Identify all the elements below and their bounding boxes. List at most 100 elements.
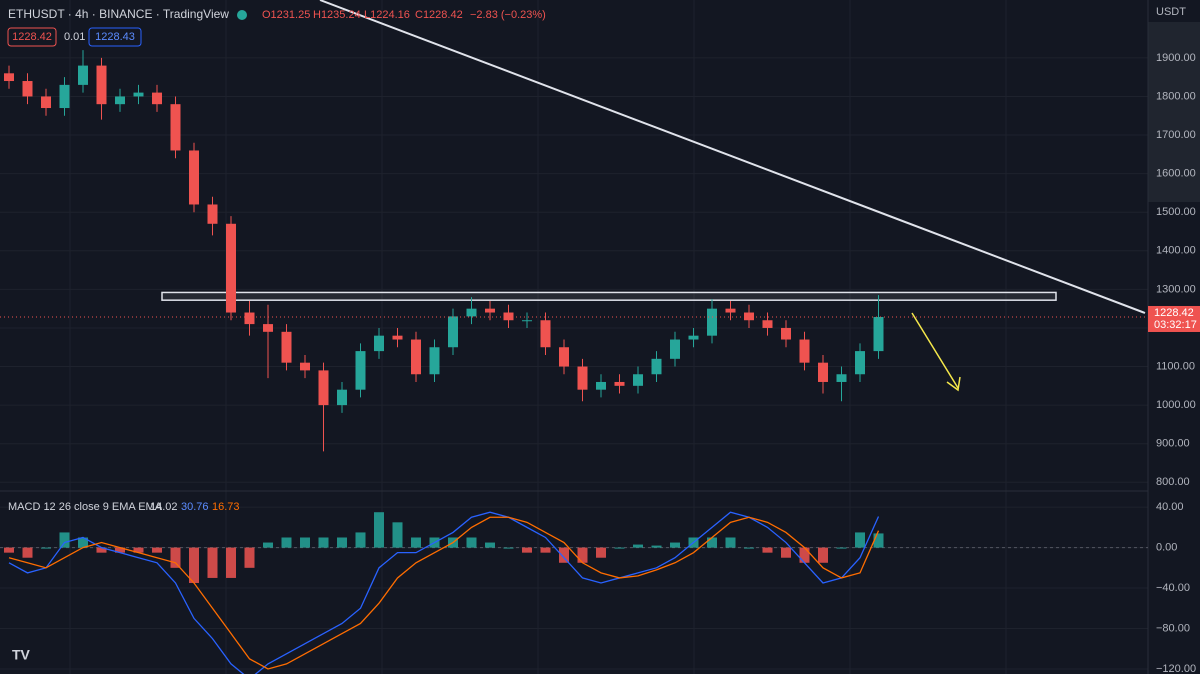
- candle-body: [577, 366, 588, 390]
- histogram-bar: [744, 547, 754, 549]
- candle-body: [429, 347, 440, 375]
- histogram-bar: [725, 537, 736, 548]
- vertical-grid: [0, 0, 1148, 674]
- candle-body: [762, 320, 773, 328]
- histogram-bar: [281, 537, 292, 548]
- candle-body: [688, 335, 699, 340]
- candle-body: [503, 312, 514, 321]
- candle-body: [540, 320, 551, 348]
- candle-body: [448, 316, 458, 348]
- histogram-bar: [559, 547, 569, 563]
- y-tick-label: 0.00: [1156, 542, 1177, 554]
- y-tick-label: 1500.00: [1156, 206, 1196, 218]
- histogram-bar: [337, 537, 347, 548]
- symbol: ETHUSDT · 4h · BINANCE · TradingView: [8, 7, 229, 21]
- ohlc-change: −2.83 (−0.23%): [470, 9, 546, 21]
- histogram-bar: [577, 547, 588, 563]
- histogram-bar: [836, 547, 847, 549]
- candle-body: [392, 335, 403, 340]
- ask[interactable]: 1228.43: [95, 31, 135, 43]
- y-tick-label: 1900.00: [1156, 52, 1196, 64]
- arrow-head: [946, 376, 961, 392]
- histogram-bar: [189, 547, 199, 583]
- candle-body: [873, 316, 884, 352]
- histogram-bar: [762, 547, 773, 553]
- legend-macd: 30.76: [181, 501, 209, 513]
- histogram-bar: [781, 547, 791, 558]
- candle-body: [707, 308, 717, 336]
- candle-body: [781, 327, 791, 340]
- histogram-bar: [4, 547, 14, 553]
- legend-signal: 16.73: [212, 501, 240, 513]
- histogram-bar: [263, 542, 273, 548]
- histogram-bar: [651, 545, 662, 548]
- candle-body: [670, 339, 680, 359]
- candle-body: [281, 331, 292, 363]
- candle-body: [300, 362, 310, 371]
- candle-body: [170, 104, 181, 151]
- macd-line: [8, 511, 880, 674]
- histogram-bar: [115, 547, 125, 553]
- histogram-bar: [818, 547, 828, 563]
- currency[interactable]: USDT: [1156, 6, 1186, 18]
- candle-body: [466, 308, 477, 317]
- histogram-bar: [78, 537, 88, 548]
- candle-body: [133, 92, 144, 97]
- candle-body: [207, 204, 218, 224]
- ohlc-low: L1224.16: [364, 9, 410, 21]
- legend-hist: 14.02: [150, 501, 178, 513]
- candle-body: [614, 381, 625, 386]
- histogram-bar: [355, 532, 366, 548]
- macd-title: MACD 12 26 close 9 EMA EMA: [8, 501, 163, 513]
- candle-body: [41, 96, 51, 109]
- candle-body: [836, 374, 847, 382]
- histogram-bar: [374, 512, 384, 548]
- y-tick-label: 1700.00: [1156, 129, 1196, 141]
- logo: TV: [12, 647, 31, 663]
- candle-body: [651, 358, 662, 375]
- candle-body: [152, 92, 162, 105]
- candle-body: [522, 320, 532, 322]
- candle-body: [374, 335, 384, 352]
- histogram-bar: [633, 544, 643, 548]
- y-tick-label: 1600.00: [1156, 168, 1196, 180]
- axis-highlight: [1148, 22, 1200, 202]
- candle-body: [559, 347, 569, 367]
- histogram-bar: [152, 547, 162, 553]
- ask-box[interactable]: [88, 27, 142, 47]
- candle-body: [96, 65, 107, 105]
- candle-body: [744, 312, 754, 321]
- histogram-bar: [596, 547, 606, 558]
- histogram-bar: [614, 547, 625, 549]
- candle-body: [226, 223, 236, 313]
- y-tick-label: 900.00: [1156, 438, 1190, 450]
- candle-body: [596, 381, 606, 390]
- candle-body: [485, 308, 495, 313]
- y-tick-label: 40.00: [1156, 501, 1184, 513]
- macd-line: [8, 516, 880, 670]
- histogram-bar: [300, 537, 310, 548]
- candle-body: [855, 351, 865, 375]
- histogram-bar: [96, 547, 107, 553]
- ohlc-high: H1235.24: [313, 9, 361, 21]
- last-price-label: 1228.42: [1154, 307, 1194, 319]
- resistance-zone: [161, 291, 1057, 301]
- bid-box[interactable]: [7, 27, 57, 47]
- histogram-bar: [170, 547, 181, 568]
- bid[interactable]: 1228.42: [12, 31, 52, 43]
- candle-body: [355, 351, 366, 390]
- candle-body: [725, 308, 736, 313]
- histogram-bar: [41, 547, 51, 549]
- y-tick-label: 1300.00: [1156, 283, 1196, 295]
- histogram-bar: [22, 547, 33, 558]
- candle-body: [633, 374, 643, 386]
- trendline: [319, 0, 1146, 314]
- ohlc-close: C1228.42: [415, 9, 463, 21]
- y-tick-label: 800.00: [1156, 476, 1190, 488]
- histogram-bar: [873, 533, 884, 548]
- candle-body: [59, 84, 70, 109]
- histogram-bar: [392, 522, 403, 548]
- last-price-tag: [1148, 305, 1200, 332]
